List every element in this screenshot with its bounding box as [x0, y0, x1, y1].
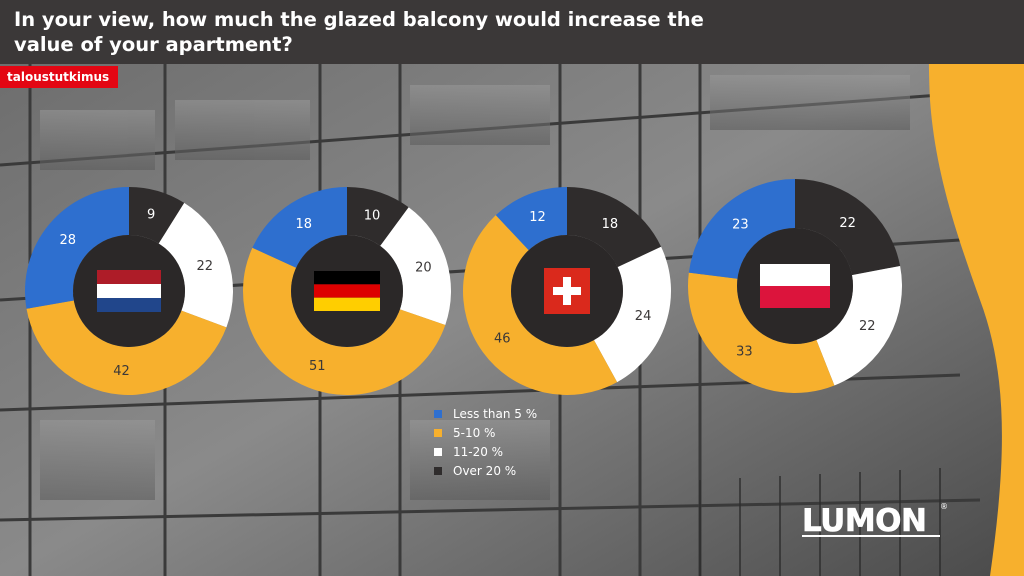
- data-label-5-10: 42: [113, 364, 130, 379]
- flag-stripe: [314, 271, 380, 285]
- flag-stripe: [760, 264, 830, 286]
- flag-stripe: [314, 284, 380, 298]
- source-tag: taloustutkimus: [0, 66, 118, 88]
- flag-stripe: [760, 286, 830, 308]
- donut-segment-less-than-5: [495, 187, 567, 251]
- data-label-less-than-5: 12: [529, 210, 546, 225]
- data-label-over-20: 9: [147, 208, 155, 223]
- page-title: In your view, how much the glazed balcon…: [14, 8, 704, 56]
- svg-text:LUMON: LUMON: [802, 503, 926, 538]
- legend-swatch: [434, 428, 442, 437]
- legend-item-5-10: 5-10 %: [434, 423, 537, 442]
- data-label-over-20: 22: [839, 216, 856, 231]
- legend-item-over-20: Over 20 %: [434, 461, 537, 480]
- donut-segment-over-20: [795, 179, 901, 276]
- donut-segment-11-20: [158, 202, 233, 328]
- donut-segment-11-20: [380, 207, 452, 326]
- data-label-5-10: 46: [494, 332, 511, 347]
- donut-segment-over-20: [129, 187, 185, 244]
- legend-item-less-than-5: Less than 5 %: [434, 404, 537, 423]
- donut-segment-less-than-5: [252, 187, 347, 268]
- data-label-11-20: 24: [635, 309, 652, 324]
- donut-segment-5-10: [688, 272, 835, 393]
- donut-segment-5-10: [463, 215, 618, 396]
- donut-segment-5-10: [26, 300, 227, 395]
- donut-segment-11-20: [816, 265, 903, 386]
- donut-segment-over-20: [347, 187, 409, 246]
- legend-swatch: [434, 447, 442, 456]
- legend-label: 11-20 %: [453, 444, 504, 459]
- legend-label: 5-10 %: [453, 425, 496, 440]
- flag-stripe: [97, 270, 161, 284]
- data-label-11-20: 22: [196, 259, 213, 274]
- flag-stripe: [97, 298, 161, 312]
- donut-segment-11-20: [593, 246, 671, 383]
- header-bar: [0, 0, 1024, 64]
- netherlands-flag: [97, 270, 161, 312]
- donut-netherlands: 9 22 42 28: [24, 187, 233, 395]
- switzerland-flag: [544, 268, 590, 314]
- data-label-5-10: 51: [309, 359, 326, 374]
- legend-label: Over 20 %: [453, 463, 517, 478]
- data-label-11-20: 20: [415, 261, 432, 276]
- germany-flag: [314, 271, 380, 311]
- data-label-less-than-5: 23: [732, 218, 749, 233]
- legend-swatch: [434, 466, 442, 475]
- donut-switzerland: 18 24 46 12: [463, 187, 671, 396]
- donut-germany: 10 20 51 18: [243, 187, 452, 395]
- flag-stripe: [97, 284, 161, 298]
- lumon-logo: LUMON ®: [802, 502, 948, 538]
- legend-item-11-20: 11-20 %: [434, 442, 537, 461]
- data-label-less-than-5: 18: [295, 217, 312, 232]
- donut-segment-less-than-5: [24, 187, 129, 309]
- donut-segment-less-than-5: [688, 178, 795, 279]
- data-label-over-20: 18: [602, 217, 619, 232]
- donut-segment-5-10: [243, 247, 446, 395]
- legend: Less than 5 % 5-10 % 11-20 % Over 20 %: [434, 404, 537, 480]
- svg-text:®: ®: [940, 502, 948, 511]
- data-label-11-20: 22: [859, 319, 876, 334]
- poland-flag: [760, 264, 830, 308]
- donut-poland: 22 22 33 23: [688, 178, 903, 393]
- data-label-5-10: 33: [736, 345, 753, 360]
- legend-swatch: [434, 409, 442, 418]
- data-label-less-than-5: 28: [60, 233, 77, 248]
- flag-stripe: [314, 297, 380, 311]
- legend-label: Less than 5 %: [453, 406, 538, 421]
- flag-cross: [553, 287, 581, 295]
- data-label-over-20: 10: [364, 208, 381, 223]
- donut-segment-over-20: [567, 187, 662, 268]
